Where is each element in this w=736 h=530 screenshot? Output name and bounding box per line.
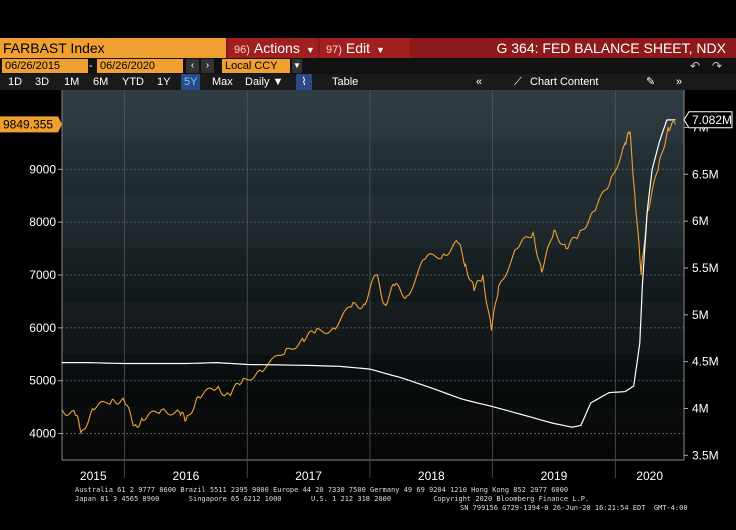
left-last-value-flag: [0, 116, 58, 133]
right-tick-label: 5M: [692, 308, 709, 322]
actions-number: 96): [234, 44, 250, 56]
graph-title: G 364: FED BALANCE SHEET, NDX: [496, 40, 726, 56]
chart-content-icon: ⟋: [514, 76, 522, 88]
period-toolbar: [0, 74, 736, 90]
period-3d[interactable]: 3D: [35, 76, 50, 88]
start-date-input[interactable]: 06/26/2015: [2, 59, 88, 73]
right-tick-label: 5.5M: [692, 261, 719, 275]
grid-band: [62, 90, 684, 143]
chevron-down-icon: ▼: [376, 45, 385, 55]
right-last-value-flag: [683, 111, 733, 129]
left-tick-label: 6000: [29, 321, 56, 335]
right-last-value-label: 7.082M: [692, 113, 732, 127]
period-1d[interactable]: 1D: [8, 76, 23, 88]
date-separator: -: [89, 60, 93, 72]
date-toolbar: [0, 58, 736, 74]
table-button[interactable]: Table: [332, 76, 359, 88]
chart-content-button[interactable]: Chart Content: [530, 76, 599, 88]
left-tick-label: 8000: [29, 215, 56, 229]
period-max[interactable]: Max: [212, 76, 233, 88]
frequency-label: Daily: [245, 76, 270, 88]
currency-select[interactable]: Local CCY: [222, 59, 290, 73]
left-flag-pointer: [58, 116, 62, 133]
actions-label: Actions: [253, 40, 300, 56]
right-tick-label: 3.5M: [692, 448, 719, 462]
edit-number: 97): [326, 44, 342, 56]
line-chart-icon[interactable]: ⌇: [296, 74, 312, 90]
chevron-right-icon[interactable]: ›: [201, 59, 214, 73]
right-tick-label: 4.5M: [692, 355, 719, 369]
collapse-icon[interactable]: «: [476, 76, 483, 88]
footer-copyright-line: Japan 81 3 4565 8900 Singapore 65 6212 1…: [75, 495, 590, 503]
period-6m[interactable]: 6M: [93, 76, 109, 88]
left-tick-label: 5000: [29, 374, 56, 388]
edit-chart-icon[interactable]: ✎: [646, 76, 656, 88]
right-tick-label: 4M: [692, 401, 709, 415]
left-tick-label: 7000: [29, 268, 56, 282]
period-1m[interactable]: 1M: [64, 76, 80, 88]
ndx-series-line: [61, 120, 676, 435]
x-tick-label: 2018: [418, 469, 445, 483]
redo-icon[interactable]: ↷: [712, 59, 723, 73]
plot-background: [62, 90, 684, 460]
frequency-select[interactable]: Daily ▼: [245, 74, 283, 90]
fed-balance-series-line: [62, 119, 676, 428]
end-date-input[interactable]: 06/26/2020: [97, 59, 183, 73]
footer-contacts-line: Australia 61 2 9777 8600 Brazil 5511 239…: [75, 486, 569, 494]
x-tick-label: 2019: [541, 469, 568, 483]
chevron-down-icon: ▼: [305, 45, 315, 55]
chevron-left-icon[interactable]: ‹: [186, 59, 199, 73]
x-tick-label: 2017: [295, 469, 322, 483]
period-1y[interactable]: 1Y: [157, 76, 171, 88]
right-tick-label: 6.5M: [692, 167, 719, 181]
period-5y[interactable]: 5Y: [181, 74, 201, 90]
left-last-value-label: 9849.355: [3, 117, 53, 131]
edit-menu-button[interactable]: 97) Edit ▼: [320, 38, 410, 58]
x-tick-label: 2016: [173, 469, 200, 483]
actions-menu-button[interactable]: 96) Actions ▼: [228, 38, 318, 58]
left-tick-label: 4000: [29, 427, 56, 441]
x-tick-label: 2020: [636, 469, 663, 483]
price-chart[interactable]: 2015 2016 2017 2018 2019 2020 4000 5000 6000 700…: [0, 90, 736, 502]
left-tick-label: 9000: [29, 162, 56, 176]
x-tick-label: 2015: [80, 469, 107, 483]
edit-label: Edit: [345, 40, 371, 56]
right-tick-label: 6M: [692, 214, 709, 228]
footer-serial-line: SN 799156 G729-1394-0 26-Jun-20 16:21:54…: [460, 504, 688, 512]
caret-down-icon: ▼: [272, 76, 284, 88]
chevron-down-icon[interactable]: ▼: [292, 59, 302, 73]
ticker-field[interactable]: FARBAST Index: [0, 38, 226, 58]
period-ytd[interactable]: YTD: [122, 76, 144, 88]
expand-icon[interactable]: »: [676, 76, 683, 88]
undo-icon[interactable]: ↶: [690, 59, 701, 73]
